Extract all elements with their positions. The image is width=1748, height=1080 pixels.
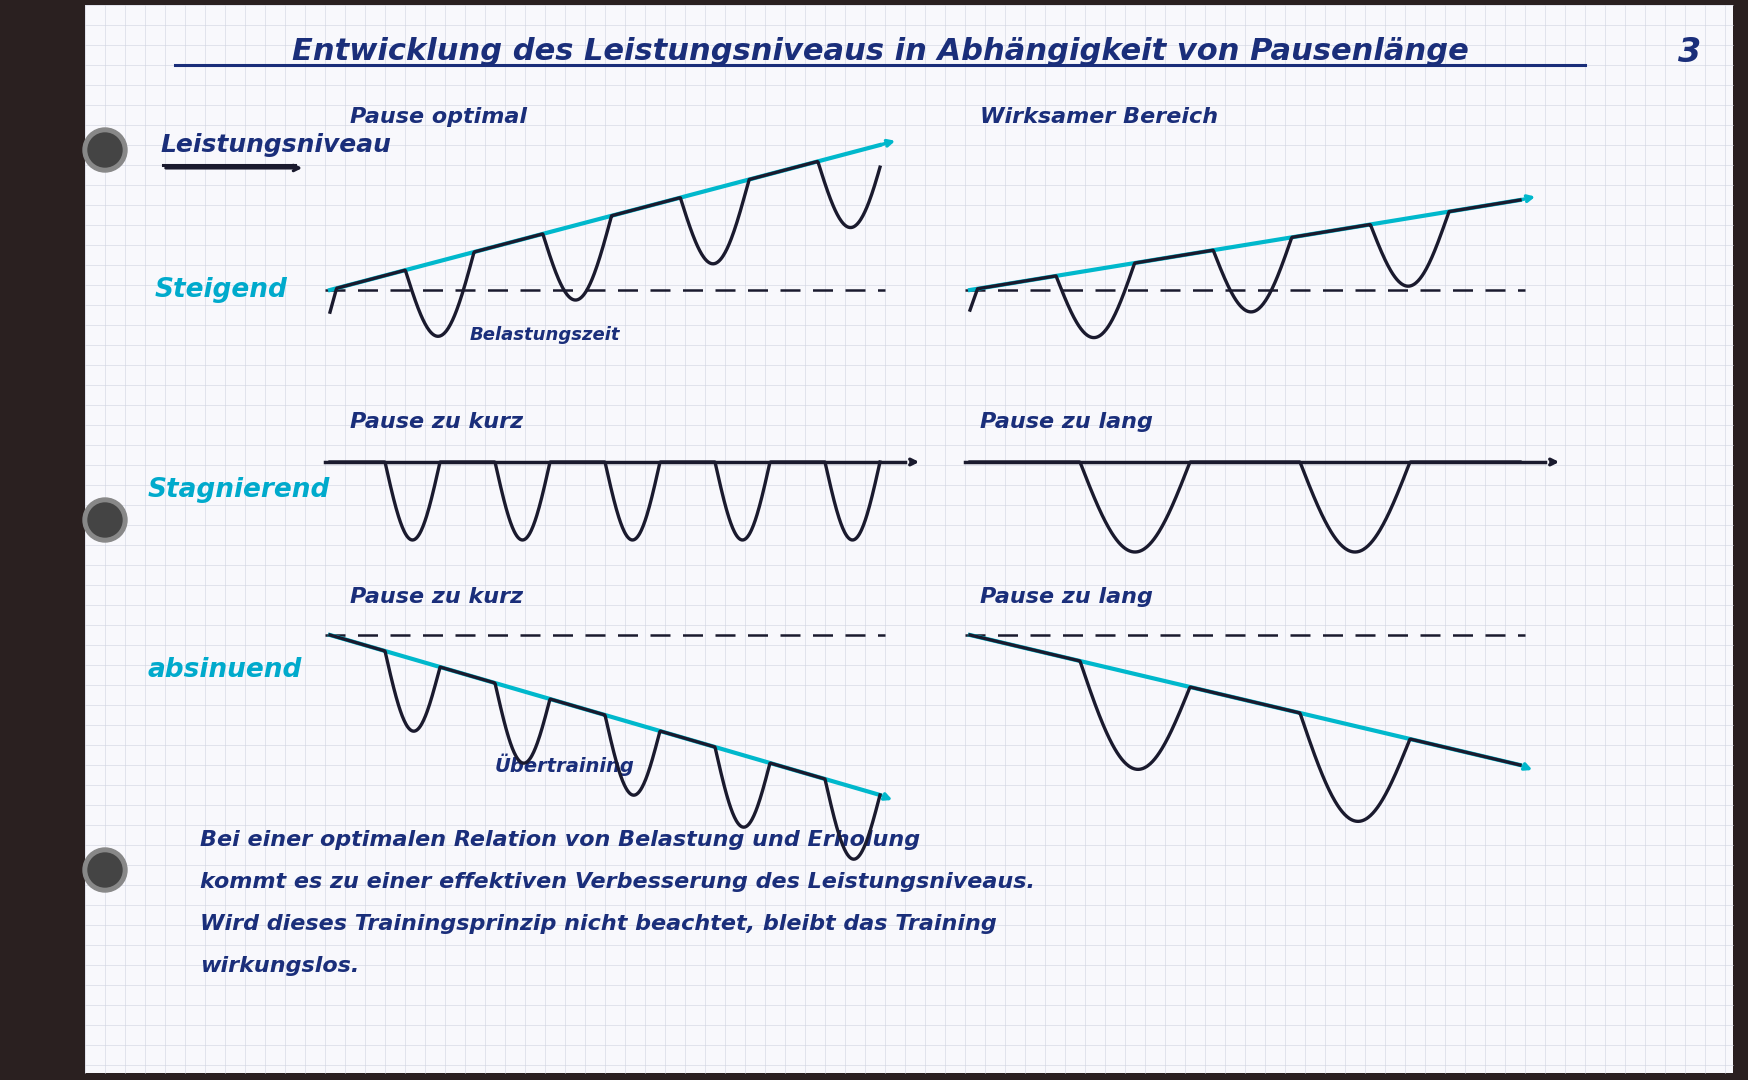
FancyBboxPatch shape (86, 5, 1732, 1074)
Circle shape (82, 498, 128, 542)
Circle shape (82, 848, 128, 892)
Text: absinuend: absinuend (149, 657, 302, 683)
Circle shape (87, 133, 122, 167)
Circle shape (87, 503, 122, 537)
Text: Bei einer optimalen Relation von Belastung und Erholung: Bei einer optimalen Relation von Belastu… (199, 831, 919, 850)
Text: Pause zu lang: Pause zu lang (981, 411, 1154, 432)
Text: Steigend: Steigend (156, 276, 288, 303)
Text: Pause zu lang: Pause zu lang (981, 588, 1154, 607)
Text: 3: 3 (1678, 36, 1701, 68)
Text: Wird dieses Trainingsprinzip nicht beachtet, bleibt das Training: Wird dieses Trainingsprinzip nicht beach… (199, 914, 996, 934)
Text: Wirksamer Bereich: Wirksamer Bereich (981, 107, 1218, 127)
Circle shape (87, 853, 122, 887)
Text: Pause zu kurz: Pause zu kurz (350, 588, 523, 607)
Text: kommt es zu einer effektiven Verbesserung des Leistungsniveaus.: kommt es zu einer effektiven Verbesserun… (199, 872, 1035, 892)
Text: Entwicklung des Leistungsniveaus in Abhängigkeit von Pausenlänge: Entwicklung des Leistungsniveaus in Abhä… (292, 38, 1468, 67)
Text: Leistungsniveau: Leistungsniveau (161, 133, 392, 157)
Text: Pause zu kurz: Pause zu kurz (350, 411, 523, 432)
Text: Pause optimal: Pause optimal (350, 107, 526, 127)
Text: wirkungslos.: wirkungslos. (199, 956, 360, 976)
Text: Stagnierend: Stagnierend (149, 477, 330, 503)
Text: Übertraining: Übertraining (495, 754, 635, 777)
Circle shape (82, 129, 128, 172)
Text: Belastungszeit: Belastungszeit (470, 326, 621, 345)
